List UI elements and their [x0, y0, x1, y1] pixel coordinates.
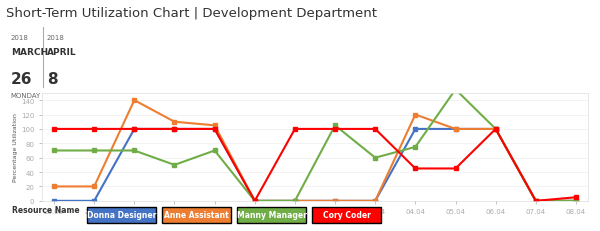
Text: 2018: 2018	[11, 35, 29, 41]
Text: MONDAY: MONDAY	[11, 92, 41, 98]
Text: Resource Name: Resource Name	[12, 206, 80, 214]
Text: Short-Term Utilization Chart | Development Department: Short-Term Utilization Chart | Developme…	[6, 7, 377, 20]
Text: 26: 26	[11, 72, 32, 87]
Text: MARCH: MARCH	[11, 48, 48, 57]
Text: Anne Assistant: Anne Assistant	[164, 210, 229, 219]
Text: Manny Manager: Manny Manager	[236, 210, 307, 219]
FancyBboxPatch shape	[162, 207, 231, 224]
Text: Cory Coder: Cory Coder	[323, 210, 370, 219]
Y-axis label: Percentage Utilization: Percentage Utilization	[13, 113, 18, 182]
FancyBboxPatch shape	[87, 207, 156, 224]
FancyBboxPatch shape	[312, 207, 381, 224]
Text: Donna Designer: Donna Designer	[87, 210, 156, 219]
FancyBboxPatch shape	[237, 207, 306, 224]
Text: SUNDAY: SUNDAY	[47, 92, 75, 98]
Text: 2018: 2018	[47, 35, 65, 41]
Text: APRIL: APRIL	[47, 48, 76, 57]
Text: 8: 8	[47, 72, 58, 87]
